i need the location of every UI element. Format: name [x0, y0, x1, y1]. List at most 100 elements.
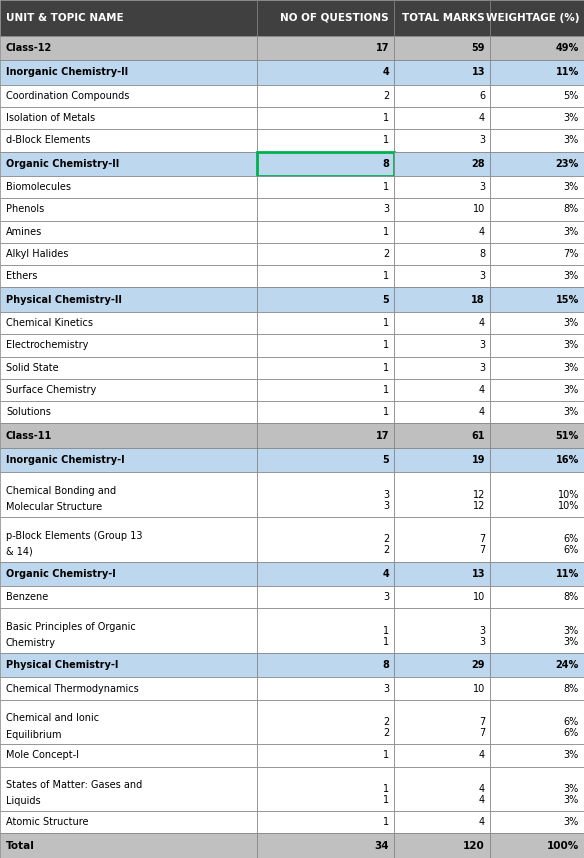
- Bar: [394, 608, 490, 653]
- Bar: [257, 152, 394, 176]
- Bar: [257, 424, 394, 448]
- Text: 17: 17: [376, 431, 389, 441]
- Bar: [0, 653, 257, 678]
- Text: Chemical Bonding and: Chemical Bonding and: [6, 486, 116, 496]
- Text: 4: 4: [479, 784, 485, 794]
- Bar: [394, 221, 490, 243]
- Bar: [257, 767, 394, 811]
- Bar: [490, 335, 584, 357]
- Bar: [257, 833, 394, 858]
- Text: 1: 1: [383, 182, 389, 192]
- Bar: [394, 107, 490, 130]
- Text: 4: 4: [383, 68, 389, 77]
- Bar: [257, 335, 394, 357]
- Bar: [490, 424, 584, 448]
- Bar: [257, 221, 394, 243]
- Bar: [257, 85, 394, 107]
- Text: 10%: 10%: [558, 501, 579, 511]
- Bar: [394, 473, 490, 517]
- Text: 10%: 10%: [558, 490, 579, 499]
- Bar: [0, 265, 257, 287]
- Text: 1: 1: [383, 385, 389, 395]
- Text: 1: 1: [383, 795, 389, 805]
- Bar: [490, 85, 584, 107]
- Text: 3: 3: [479, 271, 485, 281]
- Text: 3%: 3%: [564, 271, 579, 281]
- Text: Organic Chemistry-I: Organic Chemistry-I: [6, 569, 116, 579]
- Text: d-Block Elements: d-Block Elements: [6, 136, 91, 145]
- Bar: [490, 700, 584, 745]
- Bar: [490, 473, 584, 517]
- Text: 3%: 3%: [564, 363, 579, 372]
- Text: 1: 1: [383, 637, 389, 647]
- Text: 7: 7: [479, 546, 485, 555]
- Text: 28: 28: [471, 159, 485, 169]
- Text: 8%: 8%: [564, 592, 579, 602]
- Bar: [257, 562, 394, 586]
- Bar: [257, 36, 394, 60]
- Bar: [490, 517, 584, 562]
- Text: 5: 5: [383, 295, 389, 305]
- Text: 13: 13: [471, 68, 485, 77]
- Text: Chemical Kinetics: Chemical Kinetics: [6, 318, 93, 328]
- Bar: [257, 176, 394, 198]
- Bar: [490, 357, 584, 379]
- Text: 10: 10: [473, 592, 485, 602]
- Bar: [490, 176, 584, 198]
- Bar: [394, 586, 490, 608]
- Text: WEIGHTAGE (%): WEIGHTAGE (%): [485, 13, 579, 23]
- Bar: [490, 653, 584, 678]
- Text: 15%: 15%: [556, 295, 579, 305]
- Bar: [490, 243, 584, 265]
- Bar: [490, 107, 584, 130]
- Bar: [394, 833, 490, 858]
- Text: 51%: 51%: [556, 431, 579, 441]
- Bar: [490, 312, 584, 335]
- Bar: [257, 811, 394, 833]
- Text: 3%: 3%: [564, 408, 579, 417]
- Text: 1: 1: [383, 227, 389, 237]
- Bar: [394, 517, 490, 562]
- Text: 4: 4: [479, 227, 485, 237]
- Bar: [394, 335, 490, 357]
- Text: 3: 3: [383, 204, 389, 214]
- Bar: [257, 60, 394, 85]
- Bar: [0, 60, 257, 85]
- Bar: [394, 130, 490, 152]
- Text: 6%: 6%: [564, 535, 579, 544]
- Bar: [394, 60, 490, 85]
- Text: 8: 8: [382, 159, 389, 169]
- Text: 2: 2: [383, 717, 389, 727]
- Bar: [490, 586, 584, 608]
- Text: Solutions: Solutions: [6, 408, 51, 417]
- Text: 7: 7: [479, 728, 485, 738]
- Text: Chemistry: Chemistry: [6, 638, 56, 648]
- Bar: [257, 357, 394, 379]
- Text: 1: 1: [383, 363, 389, 372]
- Text: 1: 1: [383, 818, 389, 827]
- Bar: [490, 379, 584, 402]
- Text: Liquids: Liquids: [6, 796, 41, 807]
- Text: 6: 6: [479, 91, 485, 101]
- Text: 16%: 16%: [556, 456, 579, 465]
- Text: 2: 2: [383, 535, 389, 544]
- Bar: [0, 357, 257, 379]
- Text: 3%: 3%: [564, 113, 579, 123]
- Text: Physical Chemistry-I: Physical Chemistry-I: [6, 660, 119, 670]
- Bar: [394, 287, 490, 312]
- Bar: [0, 221, 257, 243]
- Text: 7: 7: [479, 717, 485, 727]
- Bar: [257, 130, 394, 152]
- Text: 3: 3: [479, 341, 485, 350]
- Text: Chemical Thermodynamics: Chemical Thermodynamics: [6, 684, 139, 693]
- Bar: [257, 379, 394, 402]
- Bar: [490, 745, 584, 767]
- Text: 18: 18: [471, 295, 485, 305]
- Bar: [257, 473, 394, 517]
- Text: Mole Concept-I: Mole Concept-I: [6, 751, 79, 760]
- Text: 1: 1: [383, 271, 389, 281]
- Text: 100%: 100%: [547, 841, 579, 851]
- Text: 61: 61: [471, 431, 485, 441]
- Text: Amines: Amines: [6, 227, 42, 237]
- Bar: [0, 243, 257, 265]
